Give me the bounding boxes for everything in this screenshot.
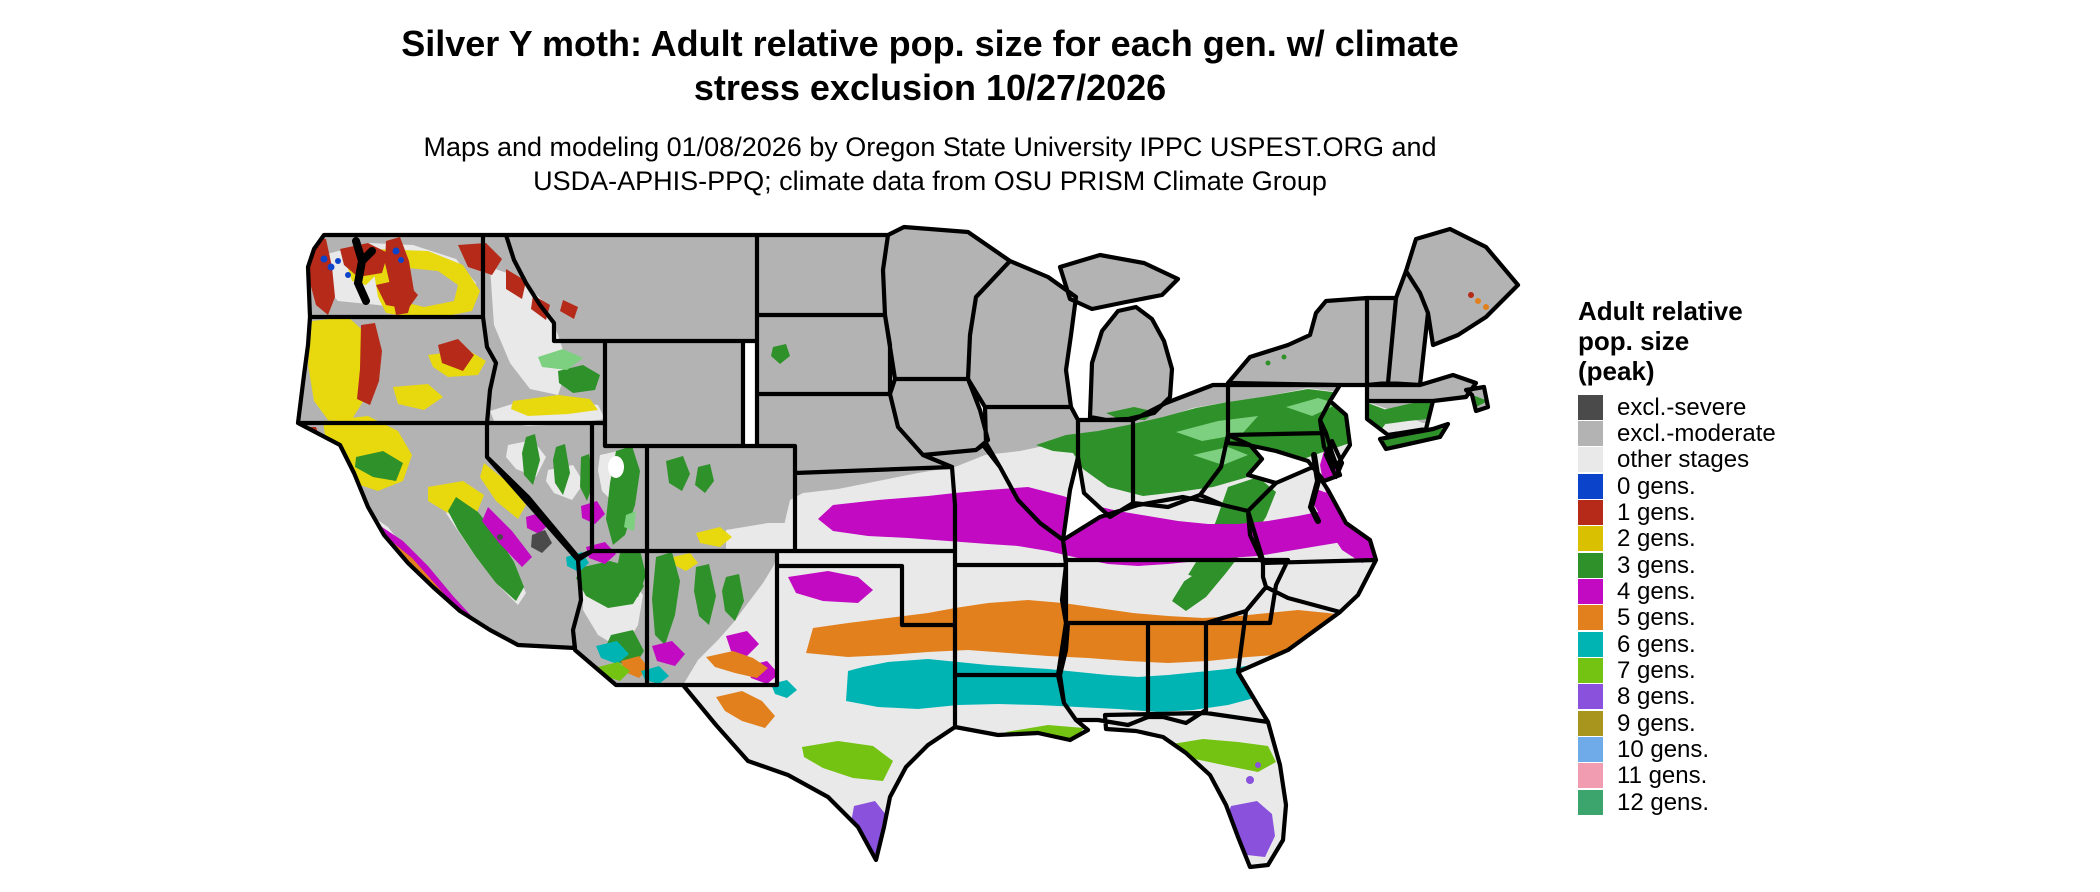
legend-swatch-2-gens	[1578, 526, 1603, 552]
legend-row-excl-severe: excl.-severe	[1578, 394, 2078, 420]
legend-label: 9 gens.	[1617, 709, 1696, 737]
legend-label: other stages	[1617, 446, 1750, 474]
legend-title-line3: (peak)	[1578, 356, 1655, 386]
legend-swatch-8-gens	[1578, 684, 1603, 710]
legend-swatch-7-gens	[1578, 658, 1603, 684]
page-subtitle-line2: USDA-APHIS-PPQ; climate data from OSU PR…	[533, 166, 1327, 196]
page-title-line2: stress exclusion 10/27/2026	[693, 67, 1167, 108]
region-0-gens	[320, 247, 404, 278]
legend-row-11-gens: 11 gens.	[1578, 763, 2078, 789]
legend-label: 2 gens.	[1617, 525, 1696, 553]
legend-label: 4 gens.	[1617, 578, 1696, 606]
legend-row-9-gens: 9 gens.	[1578, 710, 2078, 736]
chesapeake-bay	[1307, 452, 1322, 524]
legend-row-1-gens: 1 gens.	[1578, 499, 2078, 527]
legend-swatch-11-gens	[1578, 763, 1603, 789]
legend-swatch-12-gens	[1578, 789, 1603, 815]
legend-label: 3 gens.	[1617, 551, 1696, 579]
legend: Adult relative pop. size (peak) excl.-se…	[1578, 296, 2078, 816]
great-salt-lake	[608, 456, 624, 478]
legend-swatch-5-gens	[1578, 605, 1603, 631]
puget-sound	[352, 237, 376, 305]
page-subtitle: Maps and modeling 01/08/2026 by Oregon S…	[0, 130, 1860, 198]
legend-swatch-4-gens	[1578, 579, 1603, 605]
legend-row-5-gens: 5 gens.	[1578, 605, 2078, 631]
legend-title-line1: Adult relative	[1578, 296, 1743, 326]
legend-swatch-excl-severe	[1578, 394, 1603, 420]
legend-label: 12 gens.	[1617, 788, 1710, 816]
legend-title: Adult relative pop. size (peak)	[1578, 296, 2078, 386]
legend-row-10-gens: 10 gens.	[1578, 736, 2078, 764]
page-title-line1: Silver Y moth: Adult relative pop. size …	[401, 23, 1459, 64]
legend-row-7-gens: 7 gens.	[1578, 657, 2078, 685]
legend-swatch-1-gens	[1578, 500, 1603, 526]
legend-row-excl-moderate: excl.-moderate	[1578, 420, 2078, 448]
legend-items: excl.-severe excl.-moderate other stages…	[1578, 394, 2078, 816]
legend-label: 10 gens.	[1617, 736, 1710, 764]
legend-label: 5 gens.	[1617, 604, 1696, 632]
map-canvas	[228, 205, 1548, 890]
legend-row-2-gens: 2 gens.	[1578, 526, 2078, 552]
legend-title-line2: pop. size	[1578, 326, 1690, 356]
legend-label: 1 gens.	[1617, 499, 1696, 527]
legend-row-3-gens: 3 gens.	[1578, 552, 2078, 578]
legend-label: excl.-severe	[1617, 393, 1747, 421]
legend-swatch-6-gens	[1578, 631, 1603, 657]
legend-swatch-9-gens	[1578, 710, 1603, 736]
legend-swatch-0-gens	[1578, 473, 1603, 499]
page-title: Silver Y moth: Adult relative pop. size …	[0, 22, 1860, 110]
legend-row-12-gens: 12 gens.	[1578, 789, 2078, 815]
legend-label: 6 gens.	[1617, 630, 1696, 658]
legend-row-4-gens: 4 gens.	[1578, 578, 2078, 606]
legend-label: excl.-moderate	[1617, 420, 1776, 448]
legend-label: 0 gens.	[1617, 472, 1696, 500]
legend-label: 8 gens.	[1617, 683, 1696, 711]
legend-swatch-3-gens	[1578, 552, 1603, 578]
legend-row-6-gens: 6 gens.	[1578, 631, 2078, 657]
legend-row-other-stages: other stages	[1578, 447, 2078, 473]
legend-row-0-gens: 0 gens.	[1578, 473, 2078, 499]
legend-swatch-10-gens	[1578, 737, 1603, 763]
page-subtitle-line1: Maps and modeling 01/08/2026 by Oregon S…	[423, 132, 1437, 162]
legend-row-8-gens: 8 gens.	[1578, 684, 2078, 710]
us-generation-map	[228, 205, 1548, 890]
legend-swatch-other-stages	[1578, 447, 1603, 473]
legend-label: 7 gens.	[1617, 657, 1696, 685]
region-excl-severe	[497, 530, 552, 553]
legend-swatch-excl-moderate	[1578, 421, 1603, 447]
legend-label: 11 gens.	[1617, 762, 1708, 790]
region-3-gens-light	[538, 349, 1338, 531]
